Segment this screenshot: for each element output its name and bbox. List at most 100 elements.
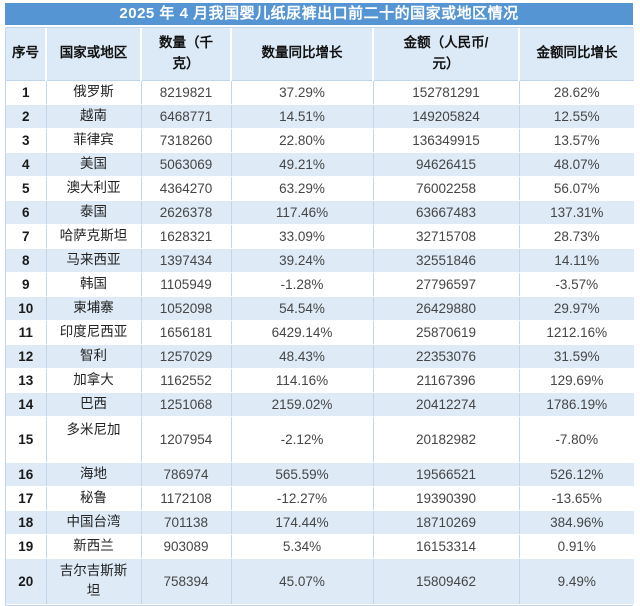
cell-amount-yoy: 1786.19% bbox=[518, 391, 634, 417]
cell-amount: 19390390 bbox=[372, 485, 520, 511]
table-row: 8 马来西亚 1397434 39.24% 32551846 14.11% bbox=[6, 247, 634, 273]
country-label: 哈萨克斯坦 bbox=[59, 228, 128, 244]
country-label: 俄罗斯 bbox=[73, 84, 114, 100]
table-row: 5 澳大利亚 4364270 63.29% 76002258 56.07% bbox=[6, 175, 634, 201]
country-label: 印度尼西亚 bbox=[59, 324, 128, 340]
table-row: 20 吉尔吉斯斯坦 758394 45.07% 15809462 9.49% bbox=[6, 557, 634, 605]
cell-amount: 63667483 bbox=[372, 199, 520, 225]
cell-amount: 20412274 bbox=[372, 391, 520, 417]
cell-index: 13 bbox=[6, 367, 47, 393]
table-row: 16 海地 786974 565.59% 19566521 526.12% bbox=[6, 461, 634, 487]
cell-quantity: 8219821 bbox=[140, 79, 232, 105]
cell-country: 巴西 bbox=[45, 391, 142, 417]
cell-amount: 32551846 bbox=[372, 247, 520, 273]
cell-index: 6 bbox=[6, 199, 47, 225]
cell-country: 海地 bbox=[45, 461, 142, 487]
cell-amount: 21167396 bbox=[372, 367, 520, 393]
column-header-label: 序号 bbox=[12, 45, 39, 61]
cell-amount-yoy: 14.11% bbox=[518, 247, 634, 273]
cell-amount: 16153314 bbox=[372, 533, 520, 559]
cell-amount: 152781291 bbox=[372, 79, 520, 105]
cell-amount: 18710269 bbox=[372, 509, 520, 535]
country-label: 美国 bbox=[80, 156, 107, 172]
cell-country: 菲律宾 bbox=[45, 127, 142, 153]
cell-amount: 25870619 bbox=[372, 319, 520, 345]
cell-quantity-yoy: -2.12% bbox=[230, 415, 374, 463]
cell-amount-yoy: 28.73% bbox=[518, 223, 634, 249]
cell-quantity: 1656181 bbox=[140, 319, 232, 345]
cell-country: 哈萨克斯坦 bbox=[45, 223, 142, 249]
column-header-country: 国家或地区 bbox=[45, 28, 142, 81]
country-label: 新西兰 bbox=[73, 538, 114, 554]
cell-quantity: 1257029 bbox=[140, 343, 232, 369]
cell-amount: 19566521 bbox=[372, 461, 520, 487]
cell-index: 8 bbox=[6, 247, 47, 273]
cell-amount-yoy: 0.91% bbox=[518, 533, 634, 559]
cell-country: 马来西亚 bbox=[45, 247, 142, 273]
country-label: 泰国 bbox=[80, 204, 107, 220]
cell-country: 美国 bbox=[45, 151, 142, 177]
cell-quantity-yoy: 37.29% bbox=[230, 79, 374, 105]
cell-quantity-yoy: 49.21% bbox=[230, 151, 374, 177]
cell-country: 加拿大 bbox=[45, 367, 142, 393]
cell-quantity-yoy: 33.09% bbox=[230, 223, 374, 249]
column-header-label: 国家或地区 bbox=[59, 45, 128, 61]
cell-quantity-yoy: 54.54% bbox=[230, 295, 374, 321]
cell-amount: 149205824 bbox=[372, 103, 520, 129]
cell-quantity: 758394 bbox=[140, 557, 232, 605]
country-label: 菲律宾 bbox=[73, 132, 114, 148]
cell-amount-yoy: 129.69% bbox=[518, 367, 634, 393]
cell-index: 15 bbox=[6, 415, 47, 463]
cell-amount: 76002258 bbox=[372, 175, 520, 201]
cell-country: 中国台湾 bbox=[45, 509, 142, 535]
table-row: 11 印度尼西亚 1656181 6429.14% 25870619 1212.16% bbox=[6, 319, 634, 345]
table-header-row: 序号 国家或地区 数量（千克） 数量同比增长 金额（人民币/元） 金额同比增长 bbox=[6, 28, 634, 81]
cell-quantity-yoy: 114.16% bbox=[230, 367, 374, 393]
cell-quantity: 7318260 bbox=[140, 127, 232, 153]
country-label: 秘鲁 bbox=[80, 490, 107, 506]
cell-index: 10 bbox=[6, 295, 47, 321]
table-row: 13 加拿大 1162552 114.16% 21167396 129.69% bbox=[6, 367, 634, 393]
cell-amount-yoy: -3.57% bbox=[518, 271, 634, 297]
cell-amount-yoy: 384.96% bbox=[518, 509, 634, 535]
cell-quantity: 701138 bbox=[140, 509, 232, 535]
cell-quantity: 903089 bbox=[140, 533, 232, 559]
cell-index: 20 bbox=[6, 557, 47, 605]
cell-quantity: 1628321 bbox=[140, 223, 232, 249]
table-row: 6 泰国 2626378 117.46% 63667483 137.31% bbox=[6, 199, 634, 225]
cell-amount-yoy: 9.49% bbox=[518, 557, 634, 605]
cell-amount: 32715708 bbox=[372, 223, 520, 249]
cell-amount: 20182982 bbox=[372, 415, 520, 463]
cell-amount-yoy: 137.31% bbox=[518, 199, 634, 225]
cell-amount-yoy: 13.57% bbox=[518, 127, 634, 153]
cell-amount-yoy: 31.59% bbox=[518, 343, 634, 369]
cell-quantity-yoy: 63.29% bbox=[230, 175, 374, 201]
cell-quantity: 5063069 bbox=[140, 151, 232, 177]
cell-quantity-yoy: 6429.14% bbox=[230, 319, 374, 345]
cell-index: 17 bbox=[6, 485, 47, 511]
cell-index: 18 bbox=[6, 509, 47, 535]
country-label: 巴西 bbox=[80, 396, 107, 412]
cell-country: 智利 bbox=[45, 343, 142, 369]
country-label: 加拿大 bbox=[73, 372, 114, 388]
cell-quantity-yoy: 565.59% bbox=[230, 461, 374, 487]
cell-index: 12 bbox=[6, 343, 47, 369]
country-label: 韩国 bbox=[80, 276, 107, 292]
country-label: 多米尼加 bbox=[66, 422, 121, 438]
cell-amount-yoy: -13.65% bbox=[518, 485, 634, 511]
cell-quantity: 1251068 bbox=[140, 391, 232, 417]
cell-quantity: 1172108 bbox=[140, 485, 232, 511]
table-row: 10 柬埔寨 1052098 54.54% 26429880 29.97% bbox=[6, 295, 634, 321]
cell-amount-yoy: 48.07% bbox=[518, 151, 634, 177]
cell-quantity-yoy: 22.80% bbox=[230, 127, 374, 153]
cell-amount-yoy: 12.55% bbox=[518, 103, 634, 129]
column-header-index: 序号 bbox=[6, 28, 47, 81]
cell-country: 越南 bbox=[45, 103, 142, 129]
column-header-label: 数量同比增长 bbox=[261, 45, 343, 61]
cell-country: 多米尼加 bbox=[45, 415, 142, 463]
table-row: 1 俄罗斯 8219821 37.29% 152781291 28.62% bbox=[6, 79, 634, 105]
cell-quantity-yoy: 45.07% bbox=[230, 557, 374, 605]
country-label: 中国台湾 bbox=[66, 514, 121, 530]
table-title: 2025 年 4 月我国婴儿纸尿裤出口前二十的国家或地区情况 bbox=[5, 3, 633, 25]
cell-country: 澳大利亚 bbox=[45, 175, 142, 201]
